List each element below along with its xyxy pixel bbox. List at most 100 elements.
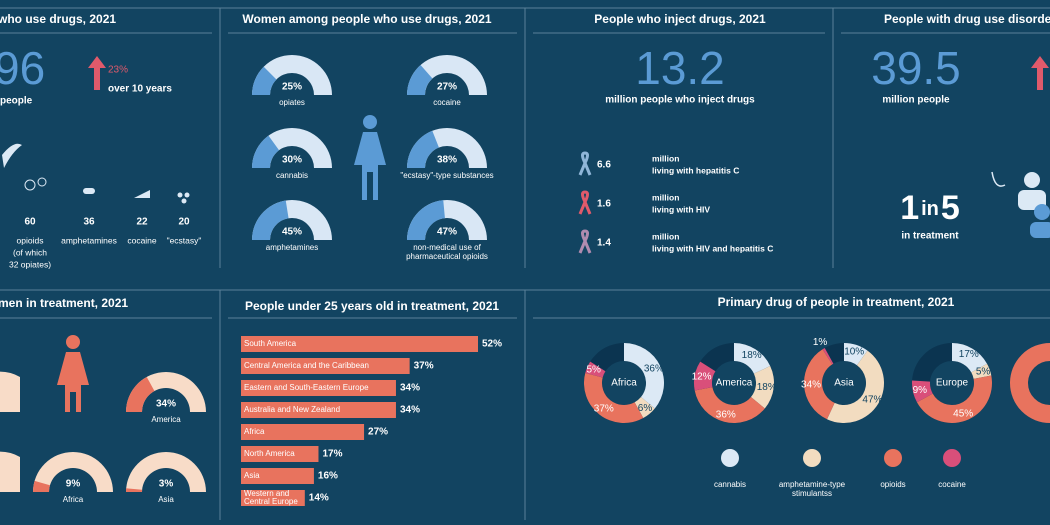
gauge-label-box: cannabis bbox=[276, 171, 308, 180]
legend-label: cannabis bbox=[713, 480, 747, 489]
bar-category-box: Central America and the Caribbean bbox=[244, 361, 369, 370]
gauge-fill bbox=[407, 64, 433, 95]
gauge-value: 47% bbox=[437, 227, 457, 238]
ratio-number: 1 bbox=[900, 189, 919, 227]
donut-value: 37% bbox=[594, 404, 614, 415]
donut-segment bbox=[694, 387, 765, 424]
donut-value: 45% bbox=[953, 409, 973, 420]
cocaine-icon bbox=[134, 190, 150, 198]
bar-value: 34% bbox=[400, 383, 420, 394]
gauge-value: 45% bbox=[282, 227, 302, 238]
gauge-label-box: Asia bbox=[158, 495, 174, 504]
treatment-icon bbox=[991, 171, 1050, 238]
donut-value: 1% bbox=[813, 337, 828, 348]
legend-icon bbox=[884, 449, 902, 467]
ratio-number: 5 bbox=[941, 189, 960, 227]
donut-segment bbox=[585, 361, 606, 378]
gauge-track bbox=[126, 452, 206, 492]
drug-label: opioids bbox=[17, 235, 44, 245]
donut-segment bbox=[804, 349, 835, 420]
panel-title: who use drugs, 2021 bbox=[0, 12, 116, 26]
bar-category: South America bbox=[244, 339, 297, 348]
bar-category-box: Western and Central Europe bbox=[244, 490, 298, 506]
ecstasy-icon bbox=[177, 192, 183, 198]
bar-category: Africa bbox=[244, 427, 265, 436]
gauge-label-box: cocaine bbox=[433, 98, 461, 107]
gauge-label: Asia bbox=[158, 495, 174, 504]
legend-label: opioids bbox=[880, 480, 906, 489]
ecstasy-icon bbox=[181, 198, 187, 204]
legend-icon bbox=[721, 449, 739, 467]
person-head bbox=[1034, 204, 1050, 220]
gauge-label: Africa bbox=[62, 495, 84, 504]
gauge-value: 3% bbox=[159, 479, 174, 490]
donut-name: Asia bbox=[834, 378, 854, 389]
donut-segment bbox=[916, 375, 992, 423]
bar-category-box: South America bbox=[244, 339, 297, 348]
gauge-label: opiates bbox=[279, 98, 305, 107]
bar-value: 16% bbox=[318, 471, 338, 482]
ribbon-icon bbox=[578, 190, 592, 215]
legend-label: cocaine bbox=[938, 480, 966, 489]
drug-label: (of which bbox=[13, 247, 47, 257]
donut-value: 10% bbox=[844, 346, 864, 357]
drug-count: 20 bbox=[178, 217, 190, 228]
ribbon-icon bbox=[578, 151, 592, 176]
gauge-fill bbox=[33, 480, 50, 492]
donut-value: 36% bbox=[644, 364, 664, 375]
dividers bbox=[0, 7, 1050, 520]
gauge-value: 9% bbox=[66, 479, 81, 490]
donut-value: 6% bbox=[638, 403, 653, 414]
donut-segment bbox=[624, 343, 665, 409]
drug-count: 22 bbox=[136, 217, 148, 228]
panel-title: People who inject drugs, 2021 bbox=[594, 12, 766, 26]
ribbon-icon bbox=[578, 229, 592, 254]
row-unit: million bbox=[652, 153, 679, 163]
change-value: 23% bbox=[108, 65, 128, 76]
bar-category-box: Australia and New Zealand bbox=[244, 406, 340, 414]
bar-category: Central America and the Caribbean bbox=[244, 361, 369, 370]
gauge-value: 30% bbox=[282, 155, 302, 166]
gauge-label: "ecstasy"-type substances bbox=[400, 171, 494, 180]
legend-label-box: amphetamine-type stimulantss bbox=[779, 480, 845, 498]
bar-value: 34% bbox=[400, 405, 420, 416]
woman-body bbox=[57, 352, 89, 412]
legend-icon bbox=[803, 449, 821, 467]
donut-name: Europe bbox=[936, 378, 969, 389]
gauge-track bbox=[33, 452, 113, 492]
bar-value: 17% bbox=[322, 449, 342, 460]
gauge-label-box: "ecstasy"-type substances bbox=[400, 171, 494, 180]
amphetamine-icon bbox=[83, 188, 95, 194]
gauge-label: America bbox=[151, 415, 181, 424]
row-label: living with hepatitis C bbox=[652, 165, 739, 175]
up-arrow bbox=[88, 56, 106, 90]
drug-icons bbox=[24, 177, 190, 204]
big-number: 13.2 bbox=[635, 42, 725, 94]
donut-segment bbox=[971, 363, 992, 379]
gauge-label: non-medical use of pharmaceutical opioid… bbox=[406, 243, 488, 261]
donut-segment bbox=[952, 343, 988, 373]
person-head bbox=[1024, 172, 1040, 188]
legend-icon bbox=[943, 449, 961, 467]
gauge-label-box: opiates bbox=[279, 98, 305, 107]
drug-label: cocaine bbox=[127, 235, 157, 245]
bar-category: Western and Central Europe bbox=[244, 490, 298, 506]
donut-segment bbox=[634, 397, 655, 419]
donut-segment bbox=[750, 365, 775, 409]
donut-value: 5% bbox=[586, 365, 601, 376]
panel-title: Women among people who use drugs, 2021 bbox=[242, 12, 491, 26]
woman-body bbox=[354, 132, 386, 200]
bar-category-box: North America bbox=[244, 450, 295, 458]
gauge-value: 34% bbox=[156, 399, 176, 410]
panel-title: People under 25 years old in treatment, … bbox=[245, 299, 499, 313]
woman-head bbox=[363, 115, 377, 129]
panel-title: men in treatment, 2021 bbox=[0, 296, 128, 310]
donut-value: 17% bbox=[959, 349, 979, 360]
donut-name: America bbox=[716, 378, 753, 389]
ratio-label: in treatment bbox=[901, 231, 959, 242]
bar bbox=[241, 490, 305, 506]
legend-label-box: cannabis bbox=[713, 480, 747, 489]
donut-segment bbox=[734, 343, 771, 374]
donut-value: 5% bbox=[976, 366, 991, 377]
